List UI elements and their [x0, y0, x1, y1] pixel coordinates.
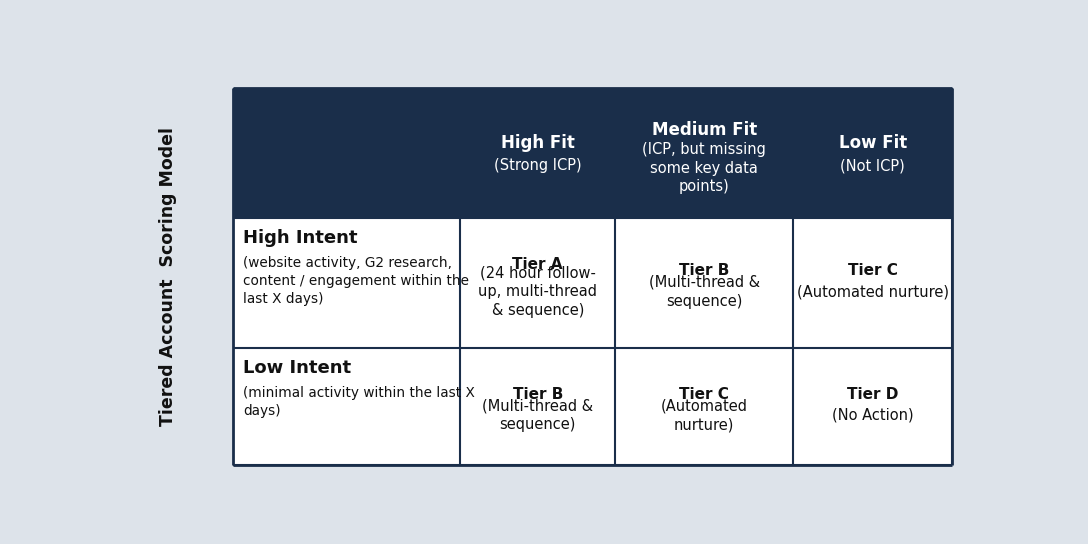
Text: Tier C: Tier C: [679, 387, 729, 402]
Text: Low Fit: Low Fit: [839, 134, 906, 152]
Text: (ICP, but missing
some key data
points): (ICP, but missing some key data points): [642, 142, 766, 194]
Text: Tier B: Tier B: [679, 263, 729, 279]
Text: (Multi-thread &
sequence): (Multi-thread & sequence): [482, 398, 593, 432]
Text: Tier A: Tier A: [512, 257, 562, 272]
Bar: [233, 349, 460, 465]
Bar: [460, 349, 616, 465]
Text: (Automated nurture): (Automated nurture): [796, 285, 949, 299]
Text: High Fit: High Fit: [500, 134, 574, 152]
Text: High Intent: High Intent: [243, 229, 358, 247]
Bar: [793, 218, 952, 349]
Bar: [616, 349, 793, 465]
Bar: [233, 88, 952, 218]
Text: (Not ICP): (Not ICP): [840, 158, 905, 174]
Bar: [793, 349, 952, 465]
Text: (website activity, G2 research,
content / engagement within the
last X days): (website activity, G2 research, content …: [243, 256, 469, 306]
Text: Tiered Account  Scoring Model: Tiered Account Scoring Model: [159, 127, 177, 426]
Text: (Strong ICP): (Strong ICP): [494, 158, 581, 174]
Text: (Automated
nurture): (Automated nurture): [660, 398, 747, 432]
Text: (No Action): (No Action): [832, 408, 914, 423]
Text: (Multi-thread &
sequence): (Multi-thread & sequence): [648, 275, 759, 308]
Text: Tier B: Tier B: [512, 387, 562, 402]
Bar: [616, 218, 793, 349]
Text: (24 hour follow-
up, multi-thread
& sequence): (24 hour follow- up, multi-thread & sequ…: [479, 265, 597, 318]
Text: Low Intent: Low Intent: [243, 359, 351, 377]
Text: Tier C: Tier C: [848, 263, 898, 279]
Text: Medium Fit: Medium Fit: [652, 121, 757, 139]
Text: (minimal activity within the last X
days): (minimal activity within the last X days…: [243, 386, 475, 418]
Bar: [233, 218, 460, 349]
Bar: [460, 218, 616, 349]
Text: Tier D: Tier D: [848, 387, 899, 402]
